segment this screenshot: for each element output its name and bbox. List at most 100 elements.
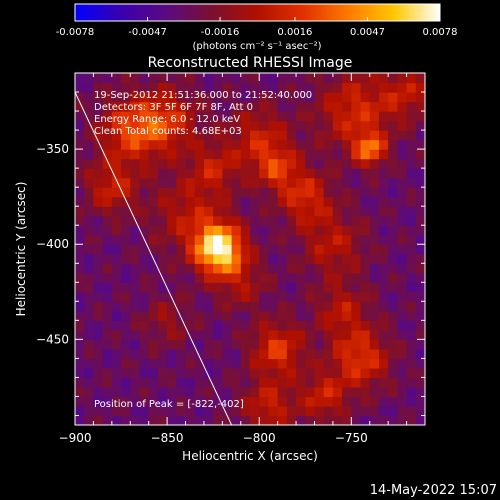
heatmap-cell (93, 111, 104, 122)
heatmap-cell (305, 405, 316, 417)
heatmap-cell (360, 92, 371, 103)
heatmap-cell (93, 139, 104, 150)
heatmap-cell (415, 339, 425, 350)
heatmap-cell (388, 253, 398, 264)
heatmap-cell (102, 310, 113, 321)
heatmap-cell (176, 139, 187, 150)
heatmap-cell (268, 215, 279, 226)
heatmap-cell (75, 158, 85, 169)
heatmap-cell (351, 405, 362, 417)
heatmap-cell (268, 358, 279, 369)
heatmap-cell (231, 272, 242, 283)
heatmap-cell (296, 301, 306, 312)
heatmap-cell (286, 310, 297, 321)
solar-limb-line (75, 91, 233, 425)
heatmap-cell (388, 101, 398, 112)
heatmap-cell (332, 111, 343, 122)
heatmap-cell (286, 196, 297, 207)
heatmap-cell (231, 320, 242, 331)
heatmap-cell (167, 168, 177, 179)
heatmap-cell (397, 177, 408, 188)
heatmap-cell (93, 282, 104, 293)
heatmap-cell (240, 111, 251, 122)
heatmap-cell (388, 263, 398, 274)
heatmap-cell (323, 310, 334, 321)
heatmap-cell (305, 234, 316, 245)
heatmap-cell (130, 244, 141, 255)
heatmap-cell (415, 101, 425, 112)
heatmap-cell (93, 82, 104, 93)
heatmap-cell (148, 139, 159, 150)
heatmap-cell (111, 320, 122, 331)
heatmap-cell (194, 415, 205, 425)
heatmap-cell (139, 149, 150, 160)
heatmap-cell (286, 149, 297, 160)
heatmap-cell (167, 291, 177, 302)
heatmap-cell (388, 348, 398, 360)
heatmap-cell (259, 187, 270, 198)
heatmap-cell (130, 310, 141, 321)
heatmap-cell (277, 253, 288, 264)
heatmap-cell (203, 244, 214, 255)
heatmap-cell (378, 177, 389, 188)
heatmap-cell (222, 263, 233, 274)
heatmap-cell (121, 244, 131, 255)
heatmap-cell (176, 282, 187, 293)
heatmap-cell (121, 348, 131, 360)
heatmap-cell (342, 310, 352, 321)
heatmap-cell (323, 92, 334, 103)
heatmap-cell (121, 206, 131, 217)
heatmap-cell (305, 415, 316, 425)
heatmap-cell (84, 120, 95, 131)
heatmap-cell (121, 405, 131, 417)
heatmap-cell (378, 405, 389, 417)
heatmap-cell (415, 73, 425, 84)
heatmap-cell (240, 405, 251, 417)
heatmap-cell (130, 415, 141, 425)
heatmap-cell (148, 339, 159, 350)
heatmap-cell (259, 301, 270, 312)
heatmap-cell (231, 206, 242, 217)
x-axis-label: Heliocentric X (arcsec) (182, 449, 318, 463)
heatmap-cell (75, 291, 85, 302)
heatmap-cell (378, 215, 389, 226)
heatmap-cell (397, 206, 408, 217)
heatmap-cell (314, 253, 325, 264)
annotation-time-range: 19-Sep-2012 21:51:36.000 to 21:52:40.000 (94, 90, 312, 101)
heatmap-cell (378, 187, 389, 198)
heatmap-cell (360, 120, 371, 131)
heatmap-cell (176, 149, 187, 160)
heatmap-cell (296, 225, 306, 236)
heatmap-cell (111, 348, 122, 360)
heatmap-cell (415, 415, 425, 425)
heatmap-cell (342, 367, 352, 379)
heatmap-cell (268, 111, 279, 122)
heatmap-cell (111, 377, 122, 388)
heatmap-cell (157, 291, 168, 302)
heatmap-cell (139, 158, 150, 169)
heatmap-cell (369, 187, 380, 198)
heatmap-cell (240, 225, 251, 236)
heatmap-cell (378, 282, 389, 293)
heatmap-cell (93, 386, 104, 398)
heatmap-cell (397, 310, 408, 321)
heatmap-cell (102, 158, 113, 169)
heatmap-cell (378, 263, 389, 274)
heatmap-cell (378, 168, 389, 179)
heatmap-cell (323, 329, 334, 340)
heatmap-cell (369, 130, 380, 141)
heatmap-cell (268, 301, 279, 312)
heatmap-cell (378, 149, 389, 160)
heatmap-cell (222, 196, 233, 207)
heatmap-cell (397, 120, 408, 131)
heatmap-cell (351, 92, 362, 103)
heatmap-cell (157, 320, 168, 331)
heatmap-cell (176, 339, 187, 350)
heatmap-cell (415, 139, 425, 150)
heatmap-cell (415, 177, 425, 188)
heatmap-cell (388, 377, 398, 388)
heatmap-cell (360, 329, 371, 340)
heatmap-cell (111, 111, 122, 122)
heatmap-cell (157, 206, 168, 217)
heatmap-cell (139, 206, 150, 217)
